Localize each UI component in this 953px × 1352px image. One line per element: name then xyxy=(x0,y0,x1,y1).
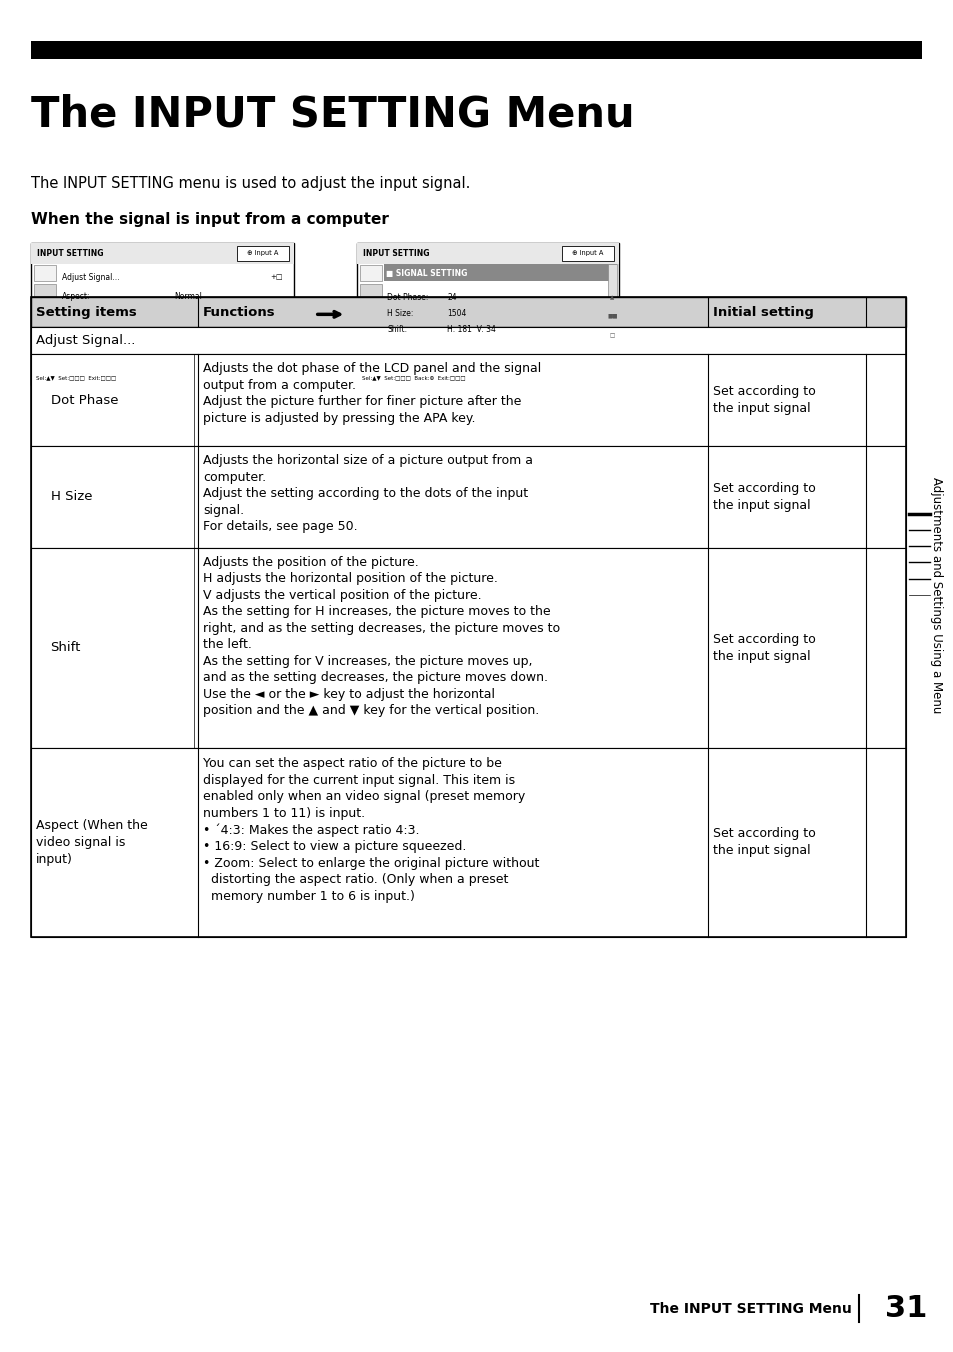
Text: H Size:: H Size: xyxy=(387,310,414,318)
Text: Setting items: Setting items xyxy=(36,306,137,319)
Text: Set according to
the input signal: Set according to the input signal xyxy=(712,481,815,512)
Text: Adjusts the horizontal size of a picture output from a
computer.
Adjust the sett: Adjusts the horizontal size of a picture… xyxy=(203,454,533,533)
Text: 1504: 1504 xyxy=(447,310,466,318)
Text: Aspect (When the
video signal is
input): Aspect (When the video signal is input) xyxy=(36,819,148,865)
Bar xyxy=(34,341,56,357)
Text: Set according to
the input signal: Set according to the input signal xyxy=(712,633,815,662)
Text: Sel:▲▼  Set:□□□  Exit:□□□: Sel:▲▼ Set:□□□ Exit:□□□ xyxy=(36,375,116,380)
Bar xyxy=(561,246,614,261)
Bar xyxy=(31,354,905,446)
Text: ■ SIGNAL SETTING: ■ SIGNAL SETTING xyxy=(386,269,467,277)
Text: Adjusts the position of the picture.
H adjusts the horizontal position of the pi: Adjusts the position of the picture. H a… xyxy=(203,556,559,717)
Text: Sel:▲▼  Set:□□□  Back:⊕  Exit:□□□: Sel:▲▼ Set:□□□ Back:⊕ Exit:□□□ xyxy=(361,375,465,380)
Text: ⊕ Input A: ⊕ Input A xyxy=(247,250,278,257)
Bar xyxy=(31,41,921,59)
Text: Shift: Shift xyxy=(51,641,81,654)
Bar xyxy=(383,264,617,281)
Bar xyxy=(356,243,618,385)
Text: Initial setting: Initial setting xyxy=(712,306,813,319)
Text: Aspect:: Aspect: xyxy=(62,292,91,300)
Text: ▲: ▲ xyxy=(610,295,614,300)
Bar xyxy=(31,297,905,937)
Text: Shift:: Shift: xyxy=(387,326,407,334)
Text: Normal: Normal xyxy=(174,292,202,300)
Bar xyxy=(359,265,381,281)
Text: Set according to
the input signal: Set according to the input signal xyxy=(712,827,815,857)
Text: 24: 24 xyxy=(447,293,456,301)
Bar xyxy=(34,322,56,338)
Bar xyxy=(31,243,294,385)
Bar xyxy=(359,360,381,376)
Text: Functions: Functions xyxy=(203,306,275,319)
Bar xyxy=(359,322,381,338)
Bar xyxy=(236,246,289,261)
Text: Dot Phase:: Dot Phase: xyxy=(387,293,428,301)
Text: INPUT SETTING: INPUT SETTING xyxy=(37,249,104,258)
Bar xyxy=(356,243,618,264)
Text: When the signal is input from a computer: When the signal is input from a computer xyxy=(31,212,389,227)
Text: You can set the aspect ratio of the picture to be
displayed for the current inpu: You can set the aspect ratio of the pict… xyxy=(203,757,539,903)
Bar xyxy=(34,303,56,319)
Bar xyxy=(31,327,905,354)
Text: H Size: H Size xyxy=(51,491,92,503)
Bar xyxy=(31,446,905,548)
Text: Adjust Signal...: Adjust Signal... xyxy=(62,273,119,281)
Text: Adjustments and Settings Using a Menu: Adjustments and Settings Using a Menu xyxy=(929,477,943,713)
Bar xyxy=(34,284,56,300)
Bar xyxy=(359,284,381,300)
Bar xyxy=(31,243,294,264)
Text: The INPUT SETTING Menu: The INPUT SETTING Menu xyxy=(650,1302,851,1315)
Text: The INPUT SETTING menu is used to adjust the input signal.: The INPUT SETTING menu is used to adjust… xyxy=(31,176,471,191)
Bar xyxy=(34,265,56,281)
Bar xyxy=(31,369,294,385)
Text: Adjust Signal...: Adjust Signal... xyxy=(36,334,135,347)
Text: 31: 31 xyxy=(884,1294,926,1324)
Text: The INPUT SETTING Menu: The INPUT SETTING Menu xyxy=(31,93,635,135)
Bar xyxy=(359,303,381,319)
Text: Dot Phase: Dot Phase xyxy=(51,393,118,407)
Text: +□: +□ xyxy=(270,274,282,280)
Bar xyxy=(356,369,618,385)
Bar xyxy=(31,297,905,327)
Text: ■■: ■■ xyxy=(606,314,618,319)
Bar xyxy=(31,748,905,937)
Text: Adjusts the dot phase of the LCD panel and the signal
output from a computer.
Ad: Adjusts the dot phase of the LCD panel a… xyxy=(203,362,541,425)
Text: H: 181  V: 34: H: 181 V: 34 xyxy=(447,326,496,334)
Text: □: □ xyxy=(609,333,615,338)
Text: Set according to
the input signal: Set according to the input signal xyxy=(712,385,815,415)
Bar xyxy=(34,360,56,376)
Text: INPUT SETTING: INPUT SETTING xyxy=(362,249,429,258)
Bar xyxy=(607,264,617,369)
Text: ⊕ Input A: ⊕ Input A xyxy=(572,250,603,257)
Bar xyxy=(31,548,905,748)
Bar xyxy=(359,341,381,357)
